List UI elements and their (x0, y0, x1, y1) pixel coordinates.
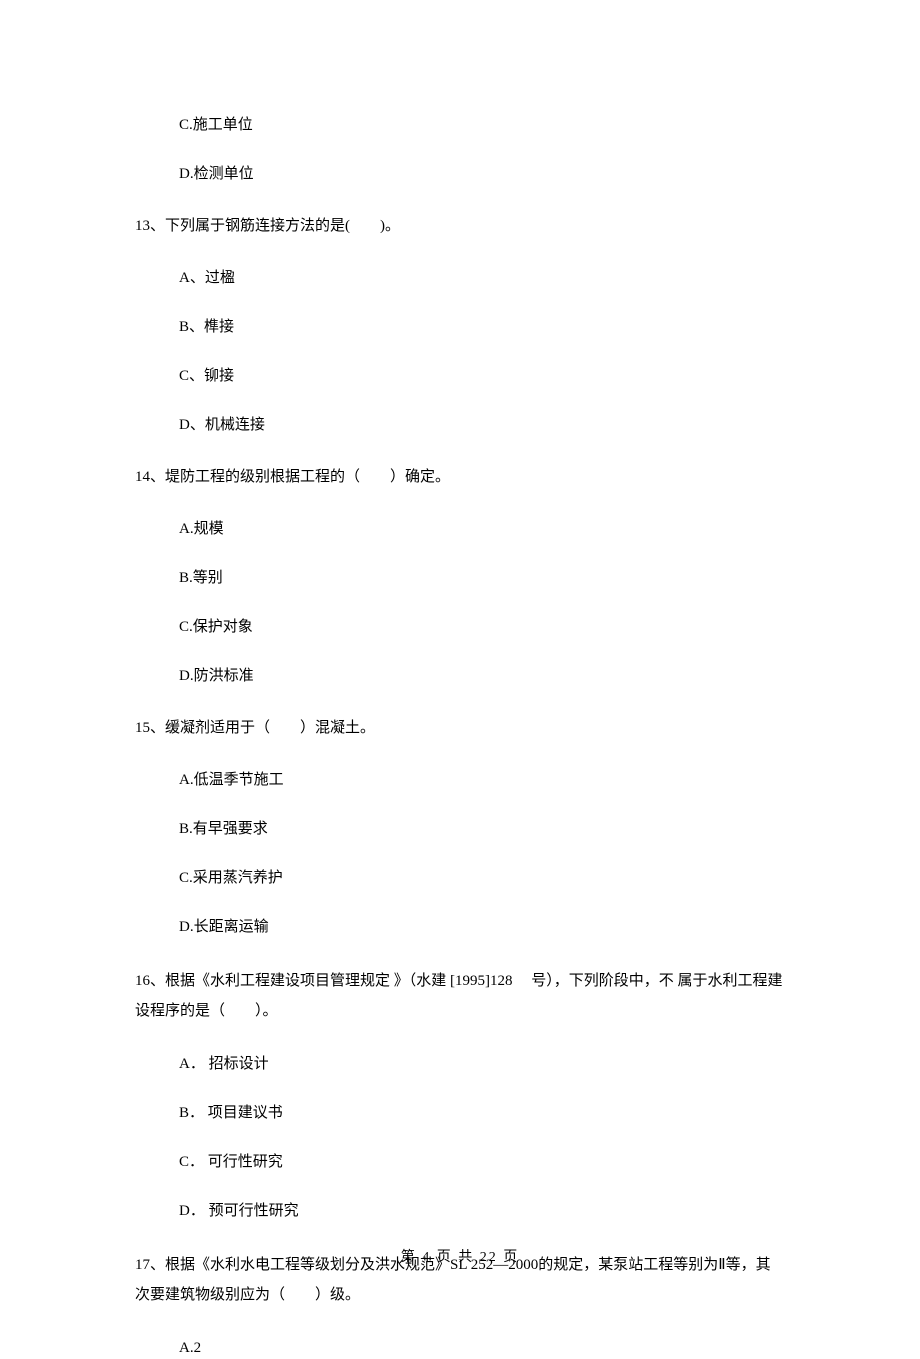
q15-option-a: A.低温季节施工 (135, 770, 785, 791)
page-footer: 第 4 页 共 22 页 (0, 1246, 920, 1266)
q17-option-a: A.2 (135, 1338, 785, 1359)
q16-option-a: A． 招标设计 (135, 1054, 785, 1075)
q16-option-c: C． 可行性研究 (135, 1152, 785, 1173)
q16-option-b: B． 项目建议书 (135, 1103, 785, 1124)
q13-stem: 13、下列属于钢筋连接方法的是( )。 (135, 213, 785, 240)
q15-stem: 15、缓凝剂适用于（ ）混凝土。 (135, 715, 785, 742)
q16-option-d: D． 预可行性研究 (135, 1201, 785, 1222)
q15-option-b: B.有早强要求 (135, 819, 785, 840)
q13-option-b: B、榫接 (135, 317, 785, 338)
q13-option-d: D、机械连接 (135, 415, 785, 436)
q16-stem: 16、根据《水利工程建设项目管理规定 》（水建 [1995]128 号），下列阶… (135, 966, 785, 1026)
q15-option-c: C.采用蒸汽养护 (135, 868, 785, 889)
q14-option-d: D.防洪标准 (135, 666, 785, 687)
q12-option-d: D.检测单位 (135, 164, 785, 185)
q13-option-c: C、铆接 (135, 366, 785, 387)
q14-option-a: A.规模 (135, 519, 785, 540)
q14-option-c: C.保护对象 (135, 617, 785, 638)
q13-option-a: A、过楹 (135, 268, 785, 289)
q14-option-b: B.等别 (135, 568, 785, 589)
q15-option-d: D.长距离运输 (135, 917, 785, 938)
q14-stem: 14、堤防工程的级别根据工程的（ ）确定。 (135, 464, 785, 491)
q12-option-c: C.施工单位 (135, 115, 785, 136)
